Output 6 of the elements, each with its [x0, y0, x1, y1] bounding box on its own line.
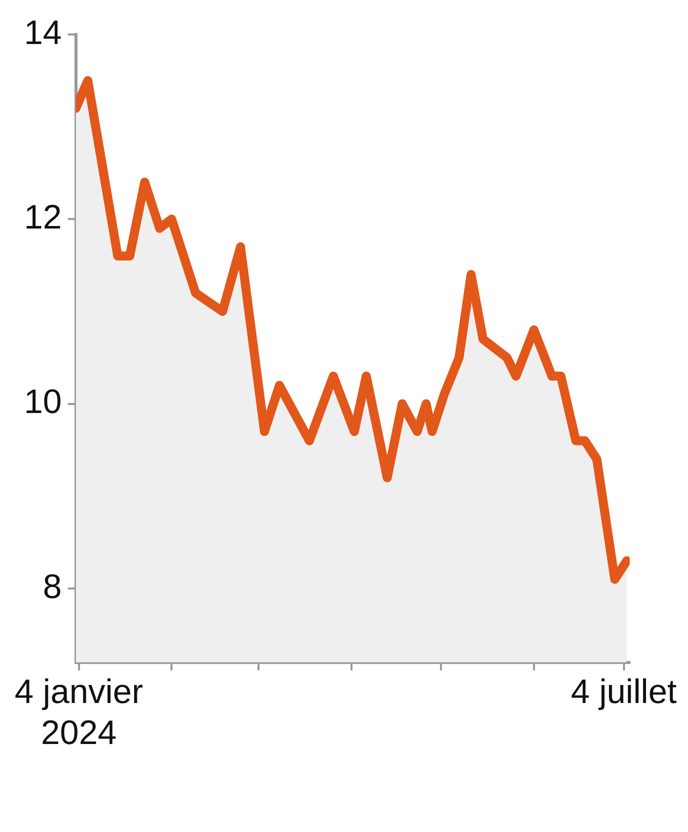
y-tick-label: 8	[42, 568, 62, 606]
y-tick-label: 14	[24, 14, 62, 52]
y-tick-label: 12	[24, 198, 62, 236]
y-tick-label: 10	[24, 383, 62, 422]
x-tick-label: 4 juillet	[570, 673, 678, 712]
x-tick-label: 4 janvier 2024	[14, 673, 144, 752]
